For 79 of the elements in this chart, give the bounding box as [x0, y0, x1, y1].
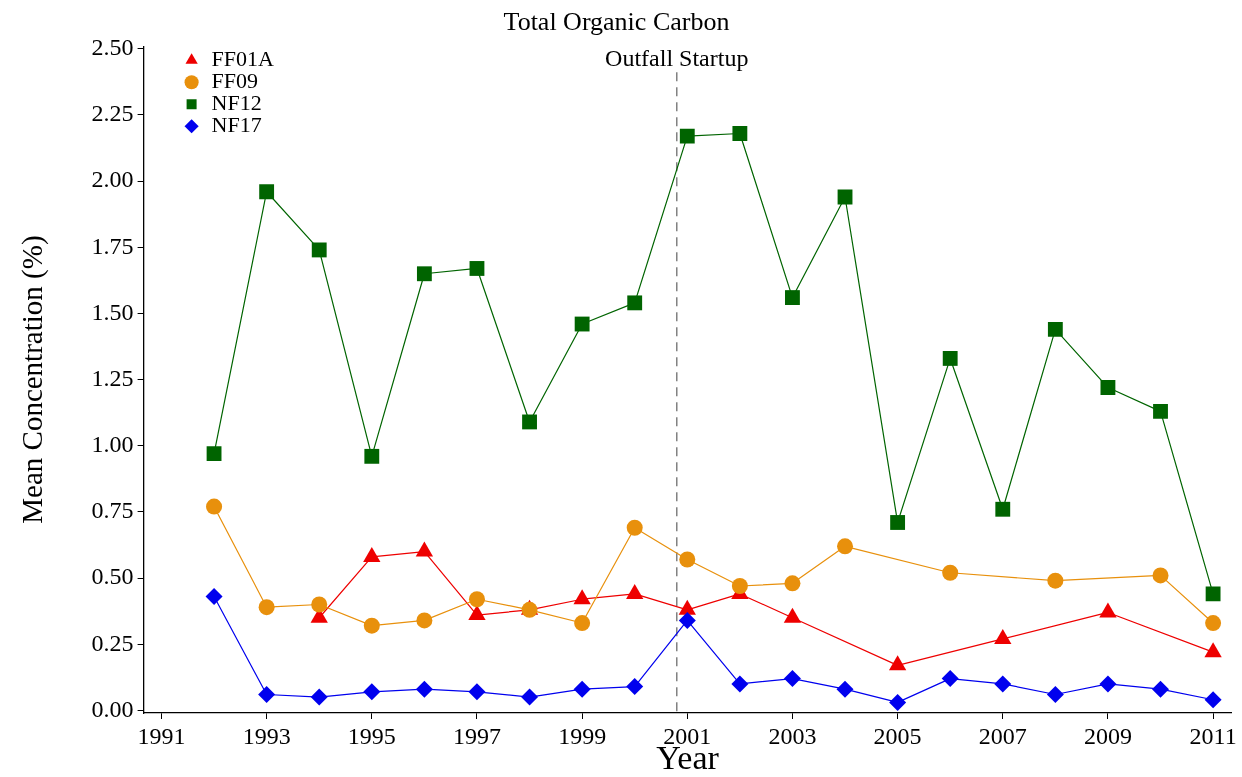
x-tick-label: 2011 — [1189, 722, 1237, 749]
point — [1047, 572, 1064, 589]
point — [1046, 685, 1064, 703]
point — [995, 501, 1011, 517]
point — [259, 184, 275, 200]
point — [942, 564, 959, 581]
point — [626, 678, 644, 696]
point — [574, 316, 590, 332]
point — [837, 538, 854, 555]
point — [1153, 403, 1168, 419]
point — [1047, 321, 1063, 337]
point — [679, 551, 696, 568]
chart-title: Total Organic Carbon — [503, 7, 730, 37]
x-tick-label: 1993 — [242, 722, 291, 749]
y-tick-label: 1.00 — [91, 431, 134, 458]
point — [1205, 615, 1222, 632]
point — [574, 615, 591, 632]
point — [521, 688, 539, 706]
point — [1152, 680, 1170, 698]
point — [311, 242, 327, 258]
point — [994, 675, 1012, 693]
point — [1100, 380, 1116, 395]
point — [784, 575, 801, 592]
point — [416, 612, 433, 629]
x-tick-label: 1995 — [347, 722, 396, 749]
point — [415, 680, 433, 698]
point — [364, 448, 380, 464]
y-axis-title: Mean Concentration (%) — [16, 235, 50, 524]
point — [731, 675, 749, 693]
point — [573, 680, 591, 698]
point — [468, 591, 485, 608]
y-tick-label: 0.25 — [91, 629, 134, 656]
point — [783, 670, 801, 688]
y-tick-label: 0.50 — [91, 563, 134, 590]
x-tick-label: 2009 — [1083, 722, 1132, 749]
point — [732, 126, 748, 141]
y-tick-label: 2.25 — [91, 100, 134, 127]
point — [206, 446, 222, 462]
point — [311, 596, 328, 613]
point — [941, 670, 959, 688]
y-tick-label: 0.75 — [91, 497, 134, 524]
y-tick-label: 1.50 — [91, 298, 134, 325]
point — [363, 683, 381, 701]
point — [942, 351, 958, 366]
x-tick-label: 1997 — [452, 722, 501, 749]
point — [416, 266, 432, 282]
point — [468, 683, 486, 701]
point — [205, 588, 223, 606]
point — [258, 685, 276, 703]
point — [258, 599, 275, 616]
point — [626, 519, 643, 536]
y-tick-label: 1.25 — [91, 364, 134, 391]
x-tick-label: 1999 — [558, 722, 607, 749]
point — [785, 290, 800, 305]
point — [1204, 691, 1222, 709]
point — [1152, 567, 1169, 584]
point — [1205, 586, 1221, 602]
point — [890, 515, 906, 530]
x-tick-label: 2005 — [873, 722, 922, 749]
point — [469, 261, 485, 276]
x-tick-label: 1991 — [137, 722, 186, 749]
point — [1099, 675, 1117, 693]
point — [206, 498, 223, 515]
y-tick-label: 1.75 — [91, 232, 134, 259]
point — [627, 295, 643, 311]
point — [836, 680, 854, 698]
x-tick-label: 2007 — [978, 722, 1027, 749]
y-tick-label: 2.50 — [91, 34, 134, 61]
point — [522, 414, 537, 430]
x-tick-label: 2003 — [768, 722, 817, 749]
point — [678, 611, 696, 629]
point — [889, 693, 907, 711]
point — [679, 128, 695, 144]
point — [363, 617, 380, 634]
ref-line-label: Outfall Startup — [605, 45, 749, 72]
point — [310, 688, 328, 706]
y-tick-label: 2.00 — [91, 166, 134, 193]
y-tick-label: 0.00 — [91, 695, 134, 722]
point — [731, 577, 748, 594]
